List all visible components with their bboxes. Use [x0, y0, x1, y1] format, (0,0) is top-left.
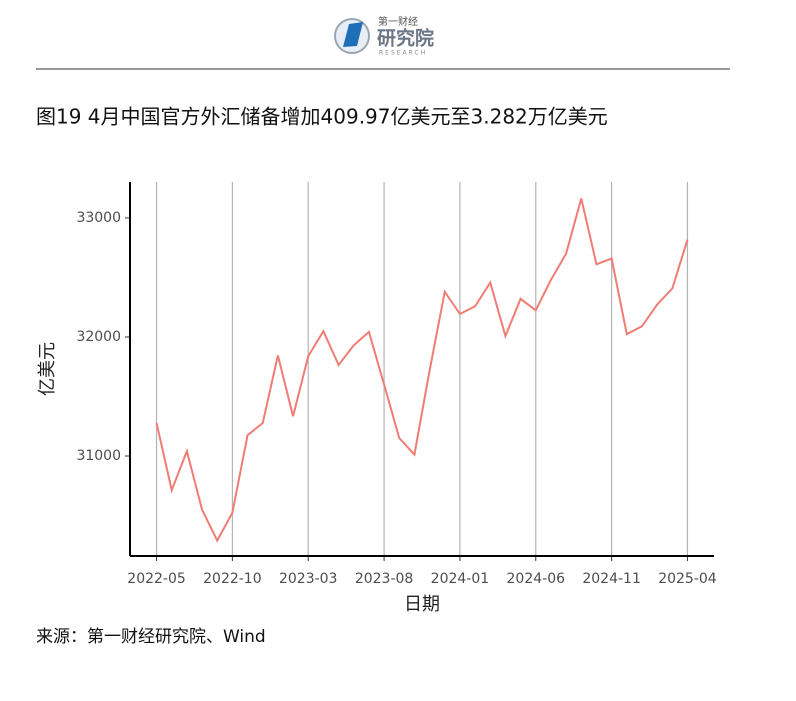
x-tick-label: 2024-11 [582, 571, 641, 587]
plot: 2022-05 2022-10 2023-03 2023-08 2024-01 2024-… [76, 182, 717, 587]
x-axis-label: 日期 [404, 594, 440, 615]
chart-title: 图19 4月中国官方外汇储备增加409.97亿美元至3.282万亿美元 [36, 105, 608, 129]
y-tick-label: 32000 [76, 329, 121, 345]
x-tick-label: 2022-10 [203, 571, 262, 587]
y-tick-label: 31000 [76, 448, 121, 464]
x-tick-label: 2024-01 [431, 571, 490, 587]
logo: 第一财经 研究院 RESEARCH [334, 15, 434, 57]
logo-main: 研究院 [377, 27, 434, 50]
x-tick-label: 2024-06 [507, 571, 566, 587]
logo-top: 第一财经 [378, 15, 418, 28]
source-note: 来源：第一财经研究院、Wind [36, 627, 266, 647]
y-axis-label: 亿美元 [37, 342, 58, 396]
logo-sub: RESEARCH [379, 50, 427, 57]
x-tick-label: 2023-03 [279, 571, 338, 587]
logo-icon [343, 22, 363, 47]
data-line [155, 198, 689, 543]
y-tick-label: 33000 [76, 210, 121, 226]
x-tick-label: 2023-08 [355, 571, 414, 587]
x-tick-label: 2022-05 [127, 571, 186, 587]
x-tick-label: 2025-04 [658, 571, 717, 587]
